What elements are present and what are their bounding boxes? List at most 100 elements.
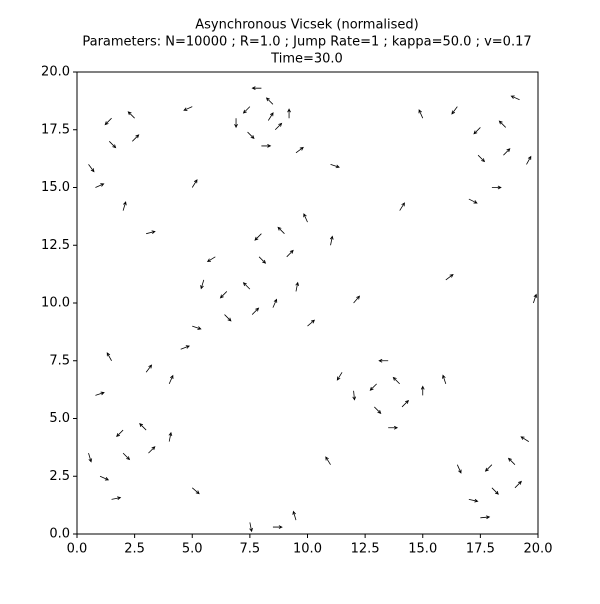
arrow: [329, 235, 334, 246]
x-tick-label: 12.5: [351, 542, 380, 557]
arrow: [295, 146, 304, 154]
arrow: [183, 106, 193, 111]
x-tick-label: 10.0: [293, 542, 322, 557]
arrow: [139, 423, 147, 431]
arrow: [352, 390, 357, 401]
arrow: [286, 249, 294, 258]
arrow: [261, 144, 272, 148]
arrow: [258, 256, 267, 264]
arrow: [491, 185, 502, 190]
y-tick-label: 20.0: [41, 65, 70, 80]
arrow: [242, 282, 251, 290]
arrow: [168, 374, 174, 385]
arrow: [451, 106, 458, 115]
arrow: [234, 118, 238, 129]
arrow: [484, 464, 493, 472]
arrow: [330, 164, 340, 169]
arrow: [106, 352, 112, 361]
arrow: [272, 298, 278, 308]
arrow: [420, 385, 425, 396]
y-tick-label: 17.5: [41, 122, 70, 137]
arrow: [468, 198, 478, 204]
arrow: [132, 134, 140, 142]
arrow: [526, 155, 532, 165]
x-tick-label: 15.0: [408, 542, 437, 557]
arrow: [456, 464, 462, 474]
arrow: [146, 230, 156, 235]
arrow: [295, 281, 300, 292]
arrow: [480, 515, 491, 520]
arrow: [325, 456, 331, 465]
arrow: [274, 122, 283, 131]
arrow: [388, 425, 399, 430]
x-tick-label: 7.5: [240, 542, 261, 557]
arrow: [254, 233, 262, 241]
chart-subtitle: Parameters: N=10000 ; R=1.0 ; Jump Rate=…: [82, 35, 531, 50]
arrow: [251, 307, 260, 315]
arrow: [200, 279, 205, 290]
arrow: [108, 141, 117, 149]
arrow: [307, 319, 316, 327]
arrow: [242, 106, 251, 114]
arrow: [148, 446, 156, 454]
arrow: [392, 376, 400, 385]
arrow: [442, 374, 447, 384]
arrow: [418, 109, 424, 119]
arrow: [88, 164, 95, 173]
arrow: [191, 179, 198, 188]
y-tick-label: 12.5: [41, 238, 70, 253]
arrow: [122, 452, 131, 461]
arrow: [265, 97, 274, 105]
arrow: [99, 475, 110, 481]
arrow: [272, 525, 283, 529]
arrow: [224, 314, 232, 322]
x-tick-label: 20.0: [524, 542, 553, 557]
y-tick-label: 0.0: [49, 527, 70, 542]
arrow: [378, 358, 389, 363]
arrow: [145, 364, 153, 373]
arrow: [116, 429, 124, 438]
arrow: [88, 453, 93, 463]
arrow: [127, 111, 135, 119]
arrow: [104, 117, 112, 126]
arrow: [219, 291, 228, 299]
arrow: [192, 325, 202, 330]
arrow: [122, 201, 127, 211]
arrow: [369, 383, 377, 391]
arrow: [277, 226, 285, 234]
arrow: [507, 457, 516, 465]
y-tick-label: 2.5: [49, 469, 70, 484]
x-tick-label: 2.5: [124, 542, 145, 557]
arrow: [401, 399, 410, 408]
arrow: [111, 496, 122, 500]
arrow: [399, 202, 405, 211]
arrow: [180, 345, 190, 350]
arrow: [491, 487, 499, 495]
y-tick-label: 10.0: [41, 296, 70, 311]
arrow: [503, 148, 511, 156]
arrow: [374, 406, 382, 414]
arrow: [498, 120, 507, 128]
arrow: [287, 108, 291, 119]
arrow: [168, 431, 173, 442]
arrow: [249, 522, 253, 533]
arrow: [336, 372, 343, 381]
arrow: [520, 436, 529, 442]
arrow: [468, 498, 479, 503]
arrow: [510, 95, 520, 101]
arrow: [473, 127, 481, 135]
arrow: [445, 273, 454, 281]
arrow: [267, 112, 274, 121]
time-label: Time=30.0: [270, 52, 343, 67]
arrow: [292, 510, 297, 521]
arrow: [95, 183, 105, 188]
arrow: [514, 480, 522, 489]
arrow: [247, 131, 255, 140]
arrow: [533, 293, 538, 304]
x-tick-label: 0.0: [67, 542, 88, 557]
arrow: [477, 154, 486, 163]
y-tick-label: 7.5: [49, 353, 70, 368]
arrow: [303, 213, 308, 223]
